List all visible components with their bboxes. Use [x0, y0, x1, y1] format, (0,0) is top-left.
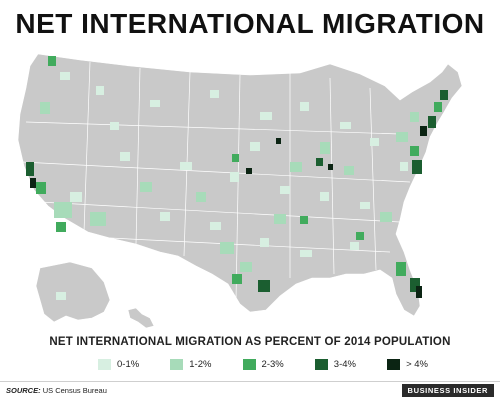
legend-swatch	[98, 358, 111, 370]
legend-item: 3-4%	[314, 358, 356, 370]
source-label: SOURCE:	[6, 386, 41, 395]
legend-label: 3-4%	[333, 358, 356, 370]
counties-1-2	[40, 102, 419, 272]
legend-swatch	[387, 358, 401, 370]
legend-label: 0-1%	[117, 358, 140, 370]
state-borders	[21, 61, 411, 301]
legend-item: 0-1%	[98, 358, 140, 370]
legend-swatch	[170, 358, 184, 370]
legend-swatch	[242, 358, 256, 370]
us-migration-map	[17, 53, 463, 329]
counties-3-4	[26, 90, 448, 292]
legend-item: 1-2%	[170, 358, 212, 370]
legend: 0-1% 1-2% 2-3% 3-4% > 4%	[98, 356, 428, 372]
counties-0-1	[56, 72, 408, 300]
legend-label: 2-3%	[261, 358, 284, 370]
legend-item: 2-3%	[242, 358, 284, 370]
legend-item: > 4%	[387, 358, 428, 370]
legend-label: 1-2%	[189, 358, 212, 370]
brand-logo: BUSINESS INSIDER	[401, 384, 494, 397]
footer-divider	[0, 381, 500, 382]
legend-swatch	[314, 358, 328, 370]
map-title: NET INTERNATIONAL MIGRATION	[15, 8, 485, 39]
alaska-shape	[35, 261, 111, 323]
legend-title: NET INTERNATIONAL MIGRATION AS PERCENT O…	[49, 336, 451, 348]
legend-label: > 4%	[406, 358, 428, 370]
source-text: US Census Bureau	[42, 386, 107, 395]
counties-2-3	[36, 56, 442, 284]
counties-over-4	[30, 126, 427, 298]
hawaii-shape	[127, 307, 155, 329]
source-note: SOURCE: US Census Bureau	[6, 386, 107, 395]
